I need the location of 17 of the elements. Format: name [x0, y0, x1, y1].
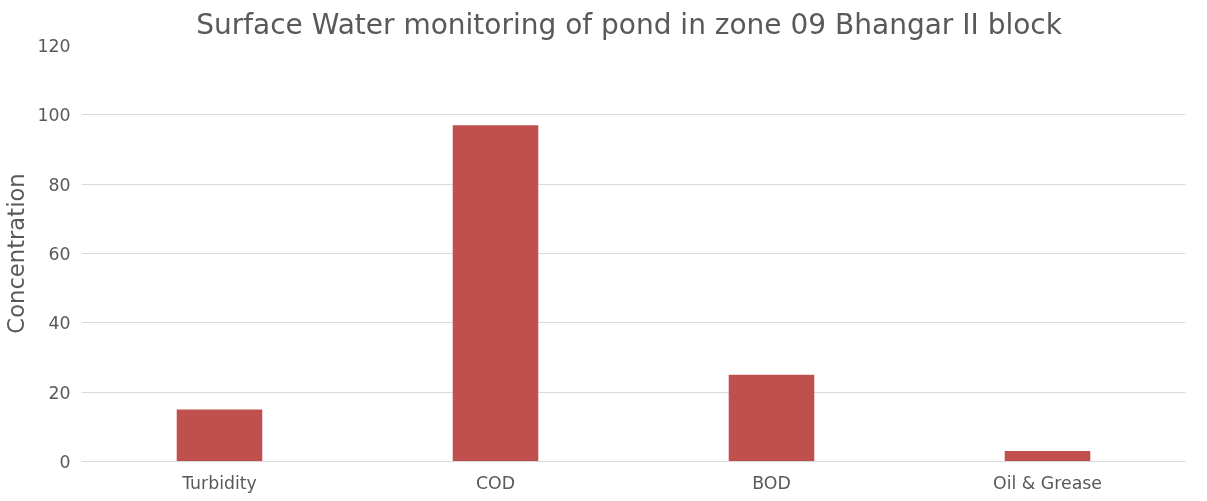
- x-tick-label: Turbidity: [181, 472, 257, 493]
- y-tick-label: 80: [48, 174, 71, 195]
- y-tick-label: 60: [48, 244, 71, 264]
- bar: [1004, 451, 1091, 462]
- bar: [176, 409, 263, 462]
- bar: [452, 125, 539, 462]
- chart-title: Surface Water monitoring of pond in zone 09 Bhangar II block: [196, 7, 1063, 41]
- y-axis-title: Concentration: [3, 173, 30, 334]
- x-tick-label: BOD: [752, 472, 791, 493]
- y-tick-label: 0: [59, 452, 71, 472]
- bar: [728, 374, 815, 462]
- y-tick-label: 20: [48, 382, 71, 403]
- y-tick-label: 100: [37, 105, 71, 126]
- y-tick-label: 40: [48, 313, 71, 334]
- x-tick-label: Oil & Grease: [993, 472, 1102, 493]
- y-tick-label: 120: [37, 36, 71, 56]
- x-tick-label: COD: [475, 472, 516, 493]
